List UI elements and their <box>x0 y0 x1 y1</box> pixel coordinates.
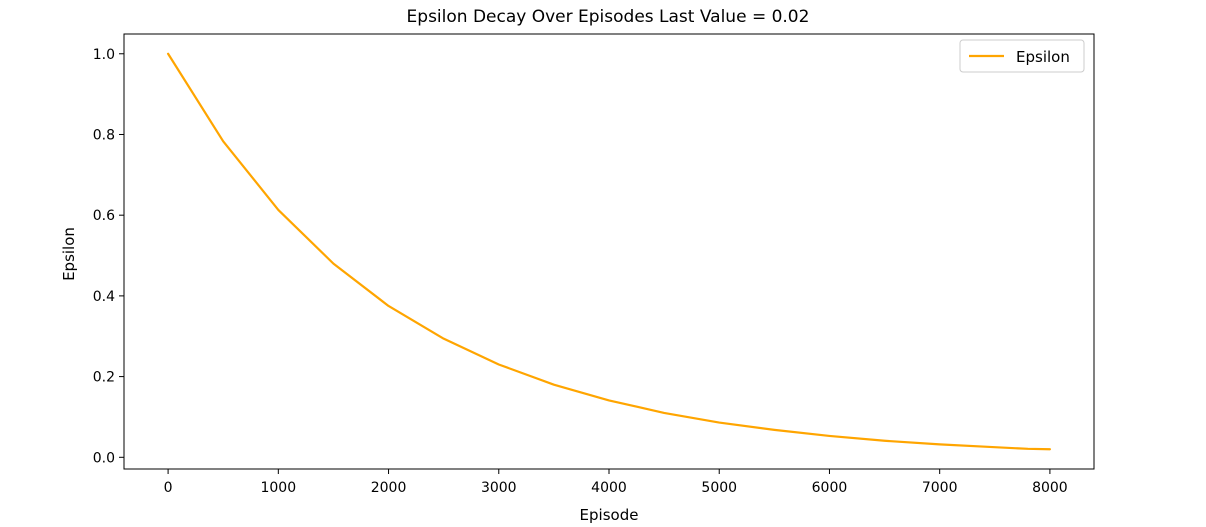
x-axis-label: Episode <box>580 506 639 524</box>
legend-label-epsilon: Epsilon <box>1016 48 1070 66</box>
x-tick-label: 4000 <box>591 480 627 496</box>
x-tick-label: 0 <box>164 480 173 496</box>
y-tick-label: 0.8 <box>93 127 115 143</box>
plot-frame <box>123 33 1095 470</box>
x-tick-label: 2000 <box>371 480 407 496</box>
x-axis-ticks: 0 1000 2000 3000 4000 5000 6000 7000 8000 <box>164 469 1068 496</box>
chart-title: Epsilon Decay Over Episodes Last Value =… <box>407 7 810 27</box>
series-layer <box>166 52 1052 451</box>
y-tick-label: 0.4 <box>93 289 115 305</box>
series-line-epsilon <box>166 52 1052 451</box>
x-tick-label: 5000 <box>701 480 737 496</box>
x-tick-label: 1000 <box>260 480 296 496</box>
x-tick-label: 6000 <box>812 480 848 496</box>
y-axis-label: Epsilon <box>60 227 78 281</box>
y-tick-label: 0.0 <box>93 450 115 466</box>
y-tick-label: 0.6 <box>93 208 115 224</box>
x-tick-label: 3000 <box>481 480 517 496</box>
y-tick-label: 1.0 <box>93 47 115 63</box>
y-axis-ticks: 0.0 0.2 0.4 0.6 0.8 1.0 <box>93 47 124 466</box>
x-tick-label: 8000 <box>1032 480 1068 496</box>
y-tick-label: 0.2 <box>93 370 115 386</box>
legend: Epsilon <box>959 39 1085 73</box>
legend-box <box>959 39 1085 73</box>
x-tick-label: 7000 <box>922 480 958 496</box>
